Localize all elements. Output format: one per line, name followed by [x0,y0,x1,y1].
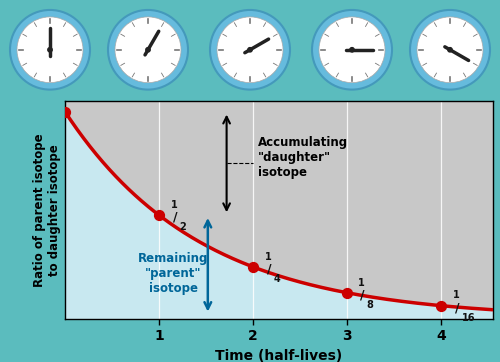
Text: 8: 8 [366,300,374,310]
Circle shape [312,10,392,89]
X-axis label: Time (half-lives): Time (half-lives) [215,349,342,362]
Circle shape [350,47,354,52]
Circle shape [417,17,483,83]
Circle shape [210,10,290,89]
Point [155,212,163,218]
Circle shape [108,10,188,89]
Text: Accumulating
"daughter"
isotope: Accumulating "daughter" isotope [258,136,348,179]
Circle shape [410,10,490,89]
Text: 2: 2 [180,222,186,232]
Point [343,290,351,296]
Text: 1: 1 [453,290,460,300]
Circle shape [48,47,52,52]
Text: 16: 16 [462,313,475,323]
Circle shape [115,17,181,83]
Text: Remaining
"parent"
isotope: Remaining "parent" isotope [138,252,208,295]
Text: 1: 1 [358,278,365,287]
Text: /: / [360,288,364,301]
Text: /: / [455,301,460,314]
Text: /: / [267,262,272,275]
Circle shape [217,17,283,83]
Circle shape [248,47,252,52]
Point [249,264,257,270]
Circle shape [17,17,83,83]
Circle shape [10,10,90,89]
Point [61,109,69,115]
Y-axis label: Ratio of parent isotope
to daughter isotope: Ratio of parent isotope to daughter isot… [33,133,61,287]
Text: 1: 1 [265,252,272,262]
Text: 4: 4 [274,274,280,284]
Point [437,303,445,308]
Circle shape [448,47,452,52]
Circle shape [146,47,150,52]
Circle shape [319,17,385,83]
Text: /: / [173,211,178,224]
Text: 1: 1 [171,200,178,210]
